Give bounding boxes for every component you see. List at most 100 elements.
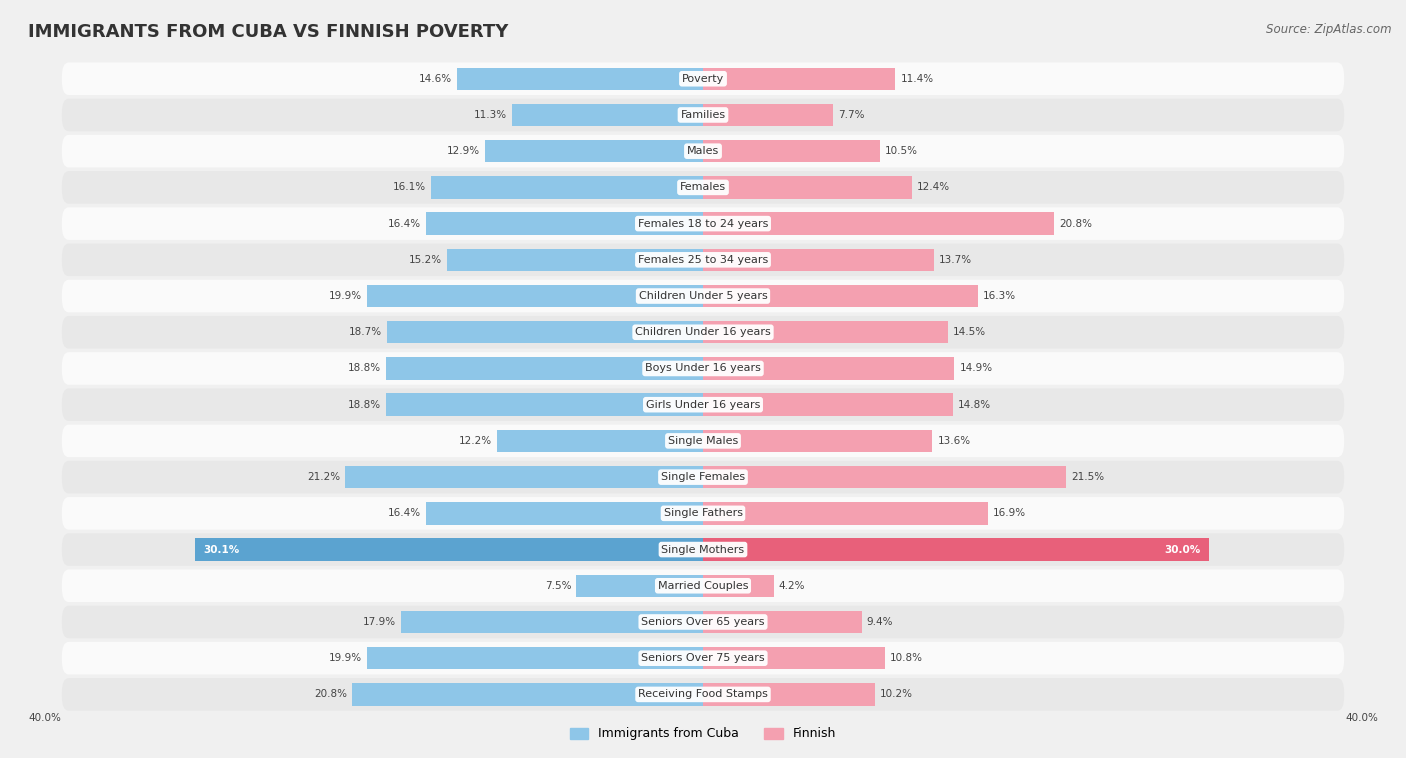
FancyBboxPatch shape bbox=[62, 678, 1344, 711]
Text: 13.6%: 13.6% bbox=[938, 436, 970, 446]
Text: 21.2%: 21.2% bbox=[307, 472, 340, 482]
Bar bbox=[576, 575, 703, 597]
Text: 15.2%: 15.2% bbox=[408, 255, 441, 265]
Text: Children Under 16 years: Children Under 16 years bbox=[636, 327, 770, 337]
Bar bbox=[703, 502, 988, 525]
Bar bbox=[703, 357, 955, 380]
Bar bbox=[703, 104, 832, 126]
Text: 12.2%: 12.2% bbox=[458, 436, 492, 446]
Text: Females 18 to 24 years: Females 18 to 24 years bbox=[638, 218, 768, 229]
Text: Males: Males bbox=[688, 146, 718, 156]
Bar bbox=[385, 357, 703, 380]
Text: 30.1%: 30.1% bbox=[204, 544, 240, 555]
Text: Receiving Food Stamps: Receiving Food Stamps bbox=[638, 690, 768, 700]
Text: Single Males: Single Males bbox=[668, 436, 738, 446]
Text: 16.9%: 16.9% bbox=[993, 509, 1026, 518]
Text: Single Fathers: Single Fathers bbox=[664, 509, 742, 518]
Bar bbox=[195, 538, 703, 561]
Bar bbox=[498, 430, 703, 452]
FancyBboxPatch shape bbox=[62, 424, 1344, 457]
FancyBboxPatch shape bbox=[62, 99, 1344, 131]
Bar bbox=[703, 212, 1054, 235]
FancyBboxPatch shape bbox=[62, 534, 1344, 565]
FancyBboxPatch shape bbox=[62, 642, 1344, 675]
Legend: Immigrants from Cuba, Finnish: Immigrants from Cuba, Finnish bbox=[565, 722, 841, 745]
Text: 16.1%: 16.1% bbox=[394, 183, 426, 193]
Bar bbox=[703, 176, 912, 199]
Bar bbox=[432, 176, 703, 199]
Text: 14.9%: 14.9% bbox=[959, 364, 993, 374]
Bar bbox=[388, 321, 703, 343]
Text: 14.6%: 14.6% bbox=[419, 74, 451, 83]
Text: 40.0%: 40.0% bbox=[1346, 713, 1378, 723]
Bar bbox=[703, 249, 934, 271]
Bar bbox=[485, 140, 703, 162]
Text: Females 25 to 34 years: Females 25 to 34 years bbox=[638, 255, 768, 265]
Bar bbox=[385, 393, 703, 416]
Text: Seniors Over 65 years: Seniors Over 65 years bbox=[641, 617, 765, 627]
Text: 19.9%: 19.9% bbox=[329, 653, 363, 663]
Text: 40.0%: 40.0% bbox=[28, 713, 60, 723]
Text: Girls Under 16 years: Girls Under 16 years bbox=[645, 399, 761, 409]
Text: 11.3%: 11.3% bbox=[474, 110, 508, 120]
Text: 14.5%: 14.5% bbox=[953, 327, 986, 337]
Text: Poverty: Poverty bbox=[682, 74, 724, 83]
Text: Single Females: Single Females bbox=[661, 472, 745, 482]
Text: 18.8%: 18.8% bbox=[347, 399, 381, 409]
Text: Families: Families bbox=[681, 110, 725, 120]
Bar bbox=[457, 67, 703, 90]
Bar bbox=[703, 393, 953, 416]
Text: IMMIGRANTS FROM CUBA VS FINNISH POVERTY: IMMIGRANTS FROM CUBA VS FINNISH POVERTY bbox=[28, 23, 509, 41]
Bar bbox=[367, 647, 703, 669]
FancyBboxPatch shape bbox=[62, 497, 1344, 530]
Text: 16.4%: 16.4% bbox=[388, 509, 422, 518]
Bar bbox=[367, 285, 703, 307]
Text: 30.0%: 30.0% bbox=[1164, 544, 1201, 555]
Bar bbox=[703, 611, 862, 633]
Text: 20.8%: 20.8% bbox=[1059, 218, 1092, 229]
Text: 21.5%: 21.5% bbox=[1071, 472, 1104, 482]
Text: Single Mothers: Single Mothers bbox=[661, 544, 745, 555]
Text: 13.7%: 13.7% bbox=[939, 255, 973, 265]
FancyBboxPatch shape bbox=[62, 352, 1344, 385]
Bar bbox=[703, 466, 1066, 488]
FancyBboxPatch shape bbox=[62, 171, 1344, 204]
Text: 20.8%: 20.8% bbox=[314, 690, 347, 700]
Bar bbox=[447, 249, 703, 271]
Bar bbox=[703, 285, 979, 307]
Bar bbox=[703, 538, 1209, 561]
FancyBboxPatch shape bbox=[62, 243, 1344, 276]
Text: 9.4%: 9.4% bbox=[866, 617, 893, 627]
Text: 19.9%: 19.9% bbox=[329, 291, 363, 301]
Text: Seniors Over 75 years: Seniors Over 75 years bbox=[641, 653, 765, 663]
Text: 10.5%: 10.5% bbox=[886, 146, 918, 156]
FancyBboxPatch shape bbox=[62, 606, 1344, 638]
Bar bbox=[346, 466, 703, 488]
Bar bbox=[703, 430, 932, 452]
FancyBboxPatch shape bbox=[62, 207, 1344, 240]
Text: 18.8%: 18.8% bbox=[347, 364, 381, 374]
FancyBboxPatch shape bbox=[62, 388, 1344, 421]
Text: Children Under 5 years: Children Under 5 years bbox=[638, 291, 768, 301]
Bar bbox=[703, 575, 773, 597]
Text: 14.8%: 14.8% bbox=[957, 399, 991, 409]
Text: 11.4%: 11.4% bbox=[900, 74, 934, 83]
Bar bbox=[703, 67, 896, 90]
Text: 16.4%: 16.4% bbox=[388, 218, 422, 229]
FancyBboxPatch shape bbox=[62, 62, 1344, 95]
Text: 10.8%: 10.8% bbox=[890, 653, 924, 663]
Bar bbox=[426, 212, 703, 235]
FancyBboxPatch shape bbox=[62, 135, 1344, 168]
Text: 17.9%: 17.9% bbox=[363, 617, 396, 627]
Bar bbox=[352, 683, 703, 706]
FancyBboxPatch shape bbox=[62, 280, 1344, 312]
Text: 16.3%: 16.3% bbox=[983, 291, 1017, 301]
Text: Married Couples: Married Couples bbox=[658, 581, 748, 590]
Text: 12.9%: 12.9% bbox=[447, 146, 481, 156]
Text: 18.7%: 18.7% bbox=[349, 327, 382, 337]
Bar bbox=[703, 647, 886, 669]
FancyBboxPatch shape bbox=[62, 461, 1344, 493]
Bar bbox=[703, 683, 875, 706]
Text: Boys Under 16 years: Boys Under 16 years bbox=[645, 364, 761, 374]
Text: 7.7%: 7.7% bbox=[838, 110, 865, 120]
